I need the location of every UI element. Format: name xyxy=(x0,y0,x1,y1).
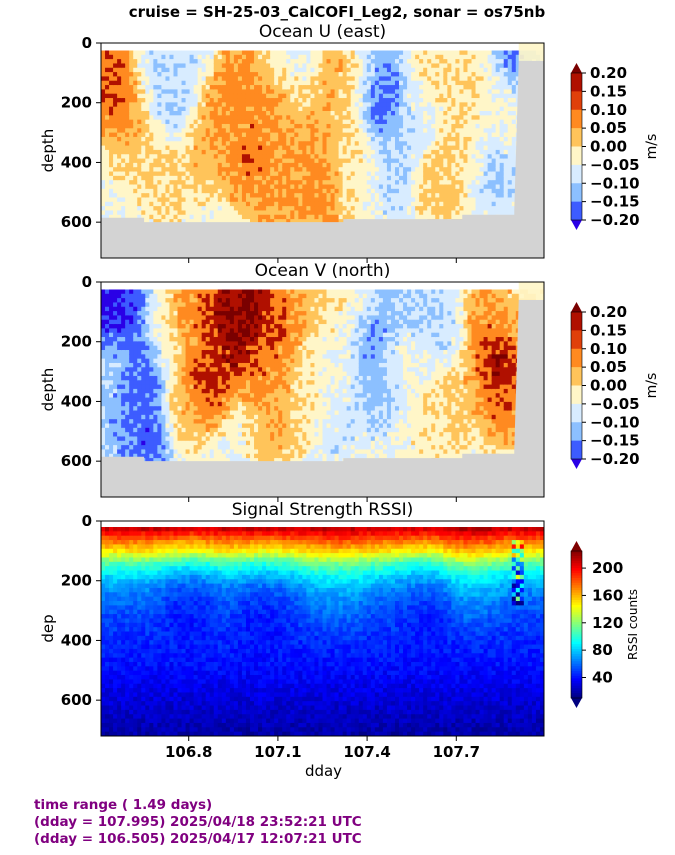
no-data-region xyxy=(101,299,544,497)
colorbar-extend-top xyxy=(571,63,582,73)
y-tick-label: 200 xyxy=(61,572,92,590)
colorbar-extend-top xyxy=(571,302,582,312)
panel-2: Ocean V (north)0200400600depth0.200.150.… xyxy=(39,261,660,502)
colorbar-extend-bottom xyxy=(571,698,582,708)
colorbar-tick-label: 200 xyxy=(592,559,623,577)
colorbar-label: m/s xyxy=(644,134,660,160)
surface-gap xyxy=(101,521,544,527)
no-data-region xyxy=(101,60,544,258)
colorbar-tick-label: −0.15 xyxy=(590,432,640,450)
surface-gap xyxy=(101,282,544,290)
footer-time-range: time range ( 1.49 days) xyxy=(34,797,213,813)
footer-dday-start: (dday = 106.505) 2025/04/17 12:07:21 UTC xyxy=(34,831,362,847)
footer-dday-end: (dday = 107.995) 2025/04/18 23:52:21 UTC xyxy=(34,814,362,830)
panel-title: Signal Strength RSSI) xyxy=(232,500,414,520)
colorbar-frame xyxy=(570,550,583,699)
colorbar-tick-label: −0.20 xyxy=(590,450,640,468)
colorbar-tick-label: 80 xyxy=(592,641,613,659)
plot-area-2 xyxy=(101,282,544,497)
x-axis-label: dday xyxy=(305,762,342,780)
colorbar-1: 0.200.150.100.050.00−0.05−0.10−0.15−0.20… xyxy=(570,63,660,230)
colorbar-tick-label: 0.05 xyxy=(590,119,627,137)
x-tick-label: 107.4 xyxy=(343,743,390,761)
colorbar-tick-label: 120 xyxy=(592,614,623,632)
colorbar-tick-label: 40 xyxy=(592,668,613,686)
y-axis-label: depth xyxy=(39,129,57,173)
x-tick-label: 106.8 xyxy=(165,743,212,761)
colorbar-tick-label: 0.15 xyxy=(590,82,627,100)
y-tick-label: 0 xyxy=(82,34,92,52)
axes-frame xyxy=(100,520,545,737)
colorbar-label: RSSI counts xyxy=(626,589,640,660)
y-tick-label: 0 xyxy=(82,512,92,530)
colorbar-frame xyxy=(570,311,583,460)
colorbar-tick-label: 0.00 xyxy=(590,377,627,395)
end-column xyxy=(518,282,544,300)
colorbar-frame xyxy=(570,72,583,221)
heatmap-cells xyxy=(101,526,544,736)
x-tick-label: 107.1 xyxy=(254,743,301,761)
surface-gap xyxy=(101,43,544,51)
panel-3: Signal Strength RSSI) 0 200 400 600 dep 106.8 1… xyxy=(39,500,640,780)
y-axis-label: depth xyxy=(39,368,57,412)
colorbar-tick-label: 0.20 xyxy=(590,64,627,82)
colorbar-label: m/s xyxy=(644,373,660,399)
colorbar-tick-label: 0.10 xyxy=(590,340,627,358)
colorbar-tick-label: 0.05 xyxy=(590,358,627,376)
time-range-footer: time range ( 1.49 days) (dday = 107.995)… xyxy=(34,797,362,848)
y-tick-label: 600 xyxy=(61,691,92,709)
y-tick-label: 200 xyxy=(61,333,92,351)
end-column xyxy=(518,43,544,61)
plot-area-1 xyxy=(101,43,544,258)
colorbar-2: 0.200.150.100.050.00−0.05−0.10−0.15−0.20… xyxy=(570,302,660,469)
plot-area-3 xyxy=(101,521,544,736)
y-tick-label: 400 xyxy=(61,153,92,171)
y-tick-label: 600 xyxy=(61,452,92,470)
axes-frame xyxy=(100,281,545,498)
colorbar-tick-label: −0.20 xyxy=(590,211,640,229)
colorbar-tick-label: −0.10 xyxy=(590,413,640,431)
panel-title: Ocean U (east) xyxy=(259,22,386,42)
colorbar-extend-bottom xyxy=(571,220,582,230)
colorbar-3: 200 160 120 80 40 RSSI counts xyxy=(570,541,640,708)
colorbar-tick-label: 0.20 xyxy=(590,303,627,321)
panel-1: Ocean U (east) 0 200 400 600 depth 0.200.150.1… xyxy=(39,22,660,263)
y-tick-label: 0 xyxy=(82,273,92,291)
colorbar-extend-top xyxy=(571,541,582,551)
colorbar-tick-label: −0.10 xyxy=(590,174,640,192)
x-tick-label: 107.7 xyxy=(433,743,480,761)
y-axis-label: dep xyxy=(39,614,57,642)
y-tick-label: 200 xyxy=(61,94,92,112)
figure-suptitle: cruise = SH-25-03_CalCOFI_Leg2, sonar = … xyxy=(129,3,546,21)
colorbar-tick-label: 160 xyxy=(592,586,623,604)
y-tick-label: 600 xyxy=(61,213,92,231)
panel-title: Ocean V (north) xyxy=(255,261,391,281)
colorbar-tick-label: −0.05 xyxy=(590,156,640,174)
colorbar-tick-label: −0.05 xyxy=(590,395,640,413)
colorbar-tick-label: 0.10 xyxy=(590,101,627,119)
y-tick-label: 400 xyxy=(61,392,92,410)
colorbar-extend-bottom xyxy=(571,459,582,469)
colorbar-tick-label: 0.00 xyxy=(590,138,627,156)
axes-frame xyxy=(100,42,545,259)
colorbar-tick-label: −0.15 xyxy=(590,193,640,211)
colorbar-tick-label: 0.15 xyxy=(590,321,627,339)
y-tick-label: 400 xyxy=(61,631,92,649)
